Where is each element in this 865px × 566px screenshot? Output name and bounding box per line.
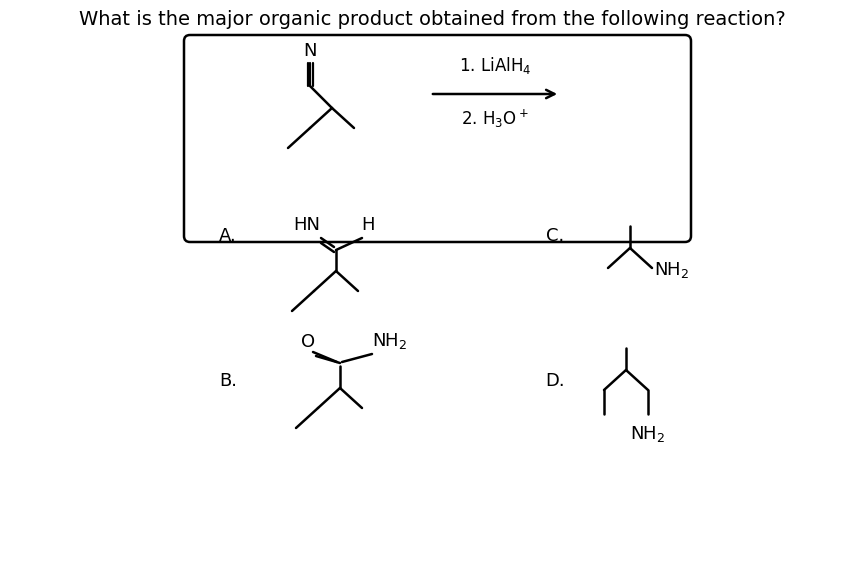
Text: C.: C. — [546, 227, 564, 245]
Text: B.: B. — [219, 372, 237, 390]
Text: NH$_2$: NH$_2$ — [654, 260, 689, 280]
Text: NH$_2$: NH$_2$ — [372, 331, 407, 351]
Text: 1. LiAlH$_4$: 1. LiAlH$_4$ — [458, 55, 531, 76]
FancyBboxPatch shape — [184, 35, 691, 242]
Text: What is the major organic product obtained from the following reaction?: What is the major organic product obtain… — [79, 10, 785, 29]
Text: D.: D. — [545, 372, 565, 390]
Text: O: O — [301, 333, 315, 351]
Text: H: H — [362, 216, 375, 234]
Text: 2. H$_3$O$^+$: 2. H$_3$O$^+$ — [461, 108, 529, 130]
Text: NH$_2$: NH$_2$ — [631, 424, 666, 444]
Text: HN: HN — [293, 216, 321, 234]
Text: A.: A. — [219, 227, 237, 245]
Text: N: N — [304, 42, 317, 60]
